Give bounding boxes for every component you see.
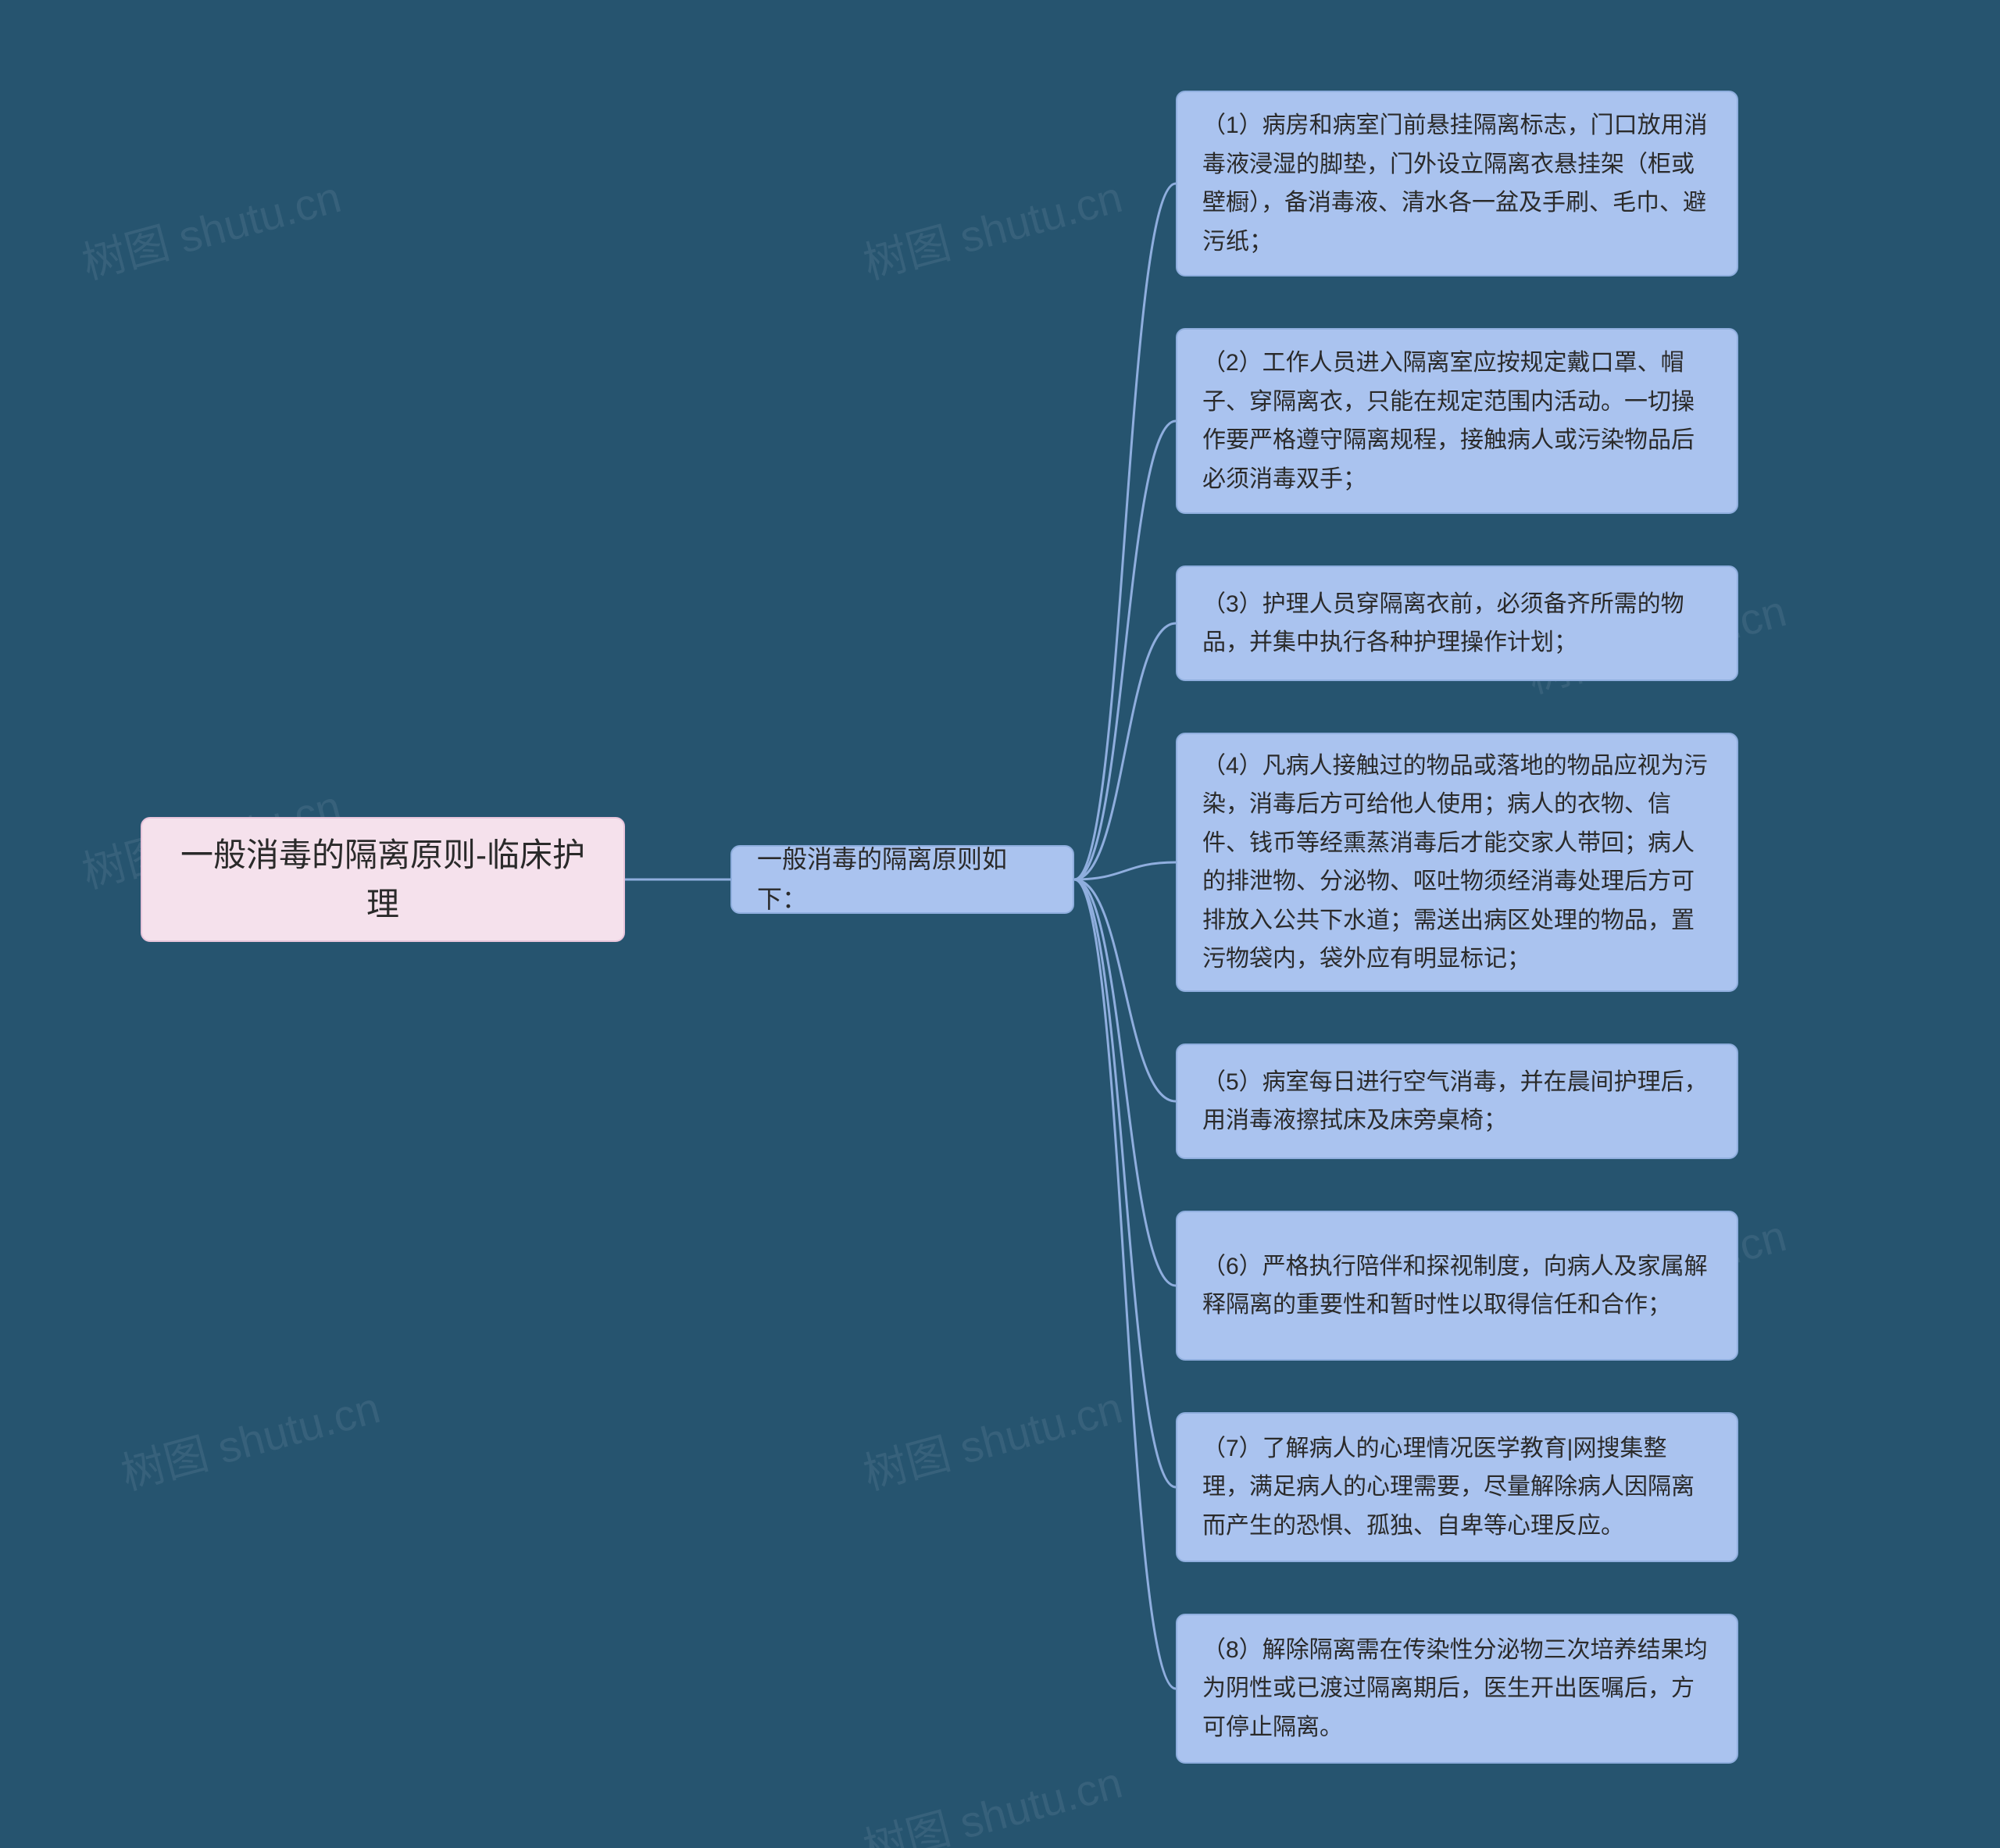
watermark: 树图 shutu.cn [113,1372,386,1502]
leaf-node-text: （1）病房和病室门前悬挂隔离标志，门口放用消毒液浸湿的脚垫，门外设立隔离衣悬挂架… [1202,106,1712,261]
sub-node-text: 一般消毒的隔离原则如下： [757,840,1048,919]
mindmap-canvas: 树图 shutu.cn 树图 shutu.cn 树图 shutu.cn 树图 shut… [0,0,2000,1848]
leaf-node-text: （5）病室每日进行空气消毒，并在晨间护理后，用消毒液擦拭床及床旁桌椅； [1202,1063,1712,1140]
leaf-node-text: （4）凡病人接触过的物品或落地的物品应视为污染，消毒后方可给他人使用；病人的衣物… [1202,747,1712,979]
leaf-node-3: （3）护理人员穿隔离衣前，必须备齐所需的物品，并集中执行各种护理操作计划； [1176,565,1738,681]
sub-node: 一般消毒的隔离原则如下： [730,845,1074,914]
leaf-node-text: （6）严格执行陪伴和探视制度，向病人及家属解释隔离的重要性和暂时性以取得信任和合… [1202,1247,1712,1325]
watermark: 树图 shutu.cn [74,162,347,291]
leaf-node-text: （8）解除隔离需在传染性分泌物三次培养结果均为阴性或已渡过隔离期后，医生开出医嘱… [1202,1631,1712,1747]
watermark: 树图 shutu.cn [855,162,1128,291]
root-node-text: 一般消毒的隔离原则-临床护理 [167,830,598,929]
leaf-node-2: （2）工作人员进入隔离室应按规定戴口罩、帽子、穿隔离衣，只能在规定范围内活动。一… [1176,328,1738,514]
root-node: 一般消毒的隔离原则-临床护理 [141,817,625,942]
watermark: 树图 shutu.cn [855,1372,1128,1502]
leaf-node-text: （2）工作人员进入隔离室应按规定戴口罩、帽子、穿隔离衣，只能在规定范围内活动。一… [1202,344,1712,498]
leaf-node-5: （5）病室每日进行空气消毒，并在晨间护理后，用消毒液擦拭床及床旁桌椅； [1176,1044,1738,1159]
leaf-node-6: （6）严格执行陪伴和探视制度，向病人及家属解释隔离的重要性和暂时性以取得信任和合… [1176,1211,1738,1361]
watermark: 树图 shutu.cn [855,1747,1128,1848]
leaf-node-text: （7）了解病人的心理情况医学教育|网搜集整理，满足病人的心理需要，尽量解除病人因… [1202,1429,1712,1546]
leaf-node-1: （1）病房和病室门前悬挂隔离标志，门口放用消毒液浸湿的脚垫，门外设立隔离衣悬挂架… [1176,91,1738,276]
leaf-node-8: （8）解除隔离需在传染性分泌物三次培养结果均为阴性或已渡过隔离期后，医生开出医嘱… [1176,1614,1738,1764]
leaf-node-7: （7）了解病人的心理情况医学教育|网搜集整理，满足病人的心理需要，尽量解除病人因… [1176,1412,1738,1562]
leaf-node-text: （3）护理人员穿隔离衣前，必须备齐所需的物品，并集中执行各种护理操作计划； [1202,585,1712,662]
leaf-node-4: （4）凡病人接触过的物品或落地的物品应视为污染，消毒后方可给他人使用；病人的衣物… [1176,733,1738,992]
